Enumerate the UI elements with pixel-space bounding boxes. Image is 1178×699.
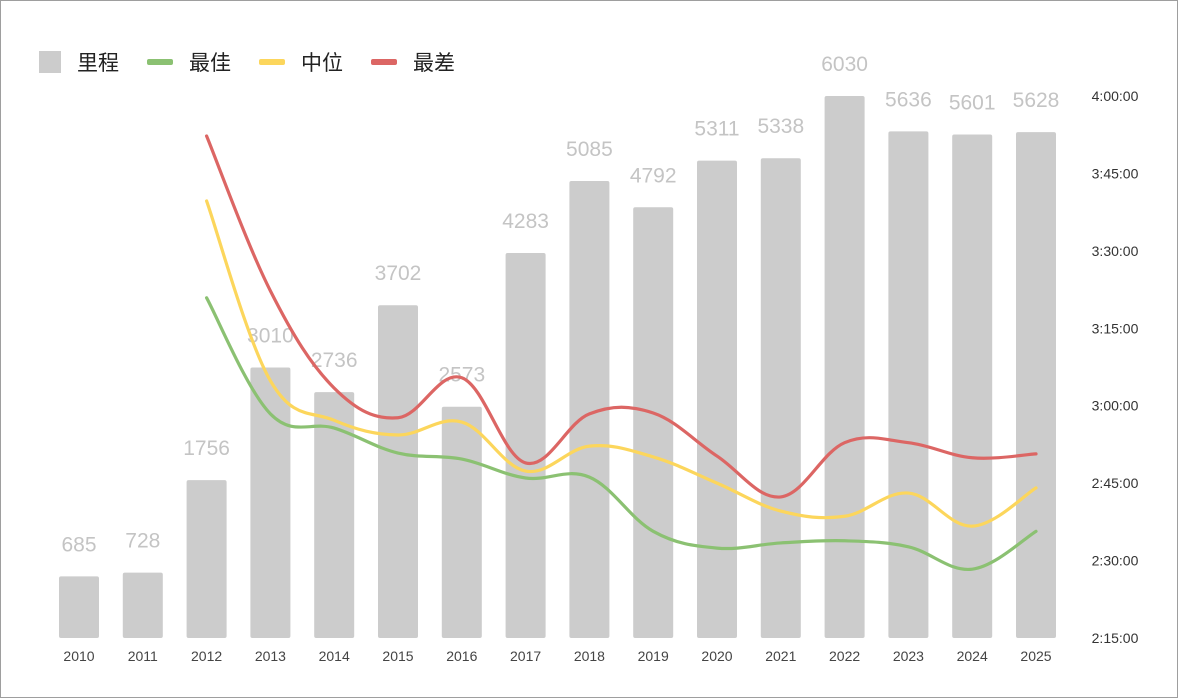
x-tick-label: 2013 (255, 648, 286, 664)
line-series-最差 (205, 134, 1038, 499)
x-tick-label: 2025 (1020, 648, 1051, 664)
bar (250, 367, 291, 638)
legend: 里程 最佳 中位 最差 (39, 47, 483, 77)
x-tick-label: 2015 (382, 648, 413, 664)
bar-data-label: 4792 (630, 164, 677, 187)
bar-data-label: 4283 (502, 210, 549, 233)
right-axis-tick-label: 2:15:00 (1092, 630, 1139, 646)
right-axis-tick-label: 3:15:00 (1092, 320, 1139, 336)
bar (122, 572, 163, 638)
line-series-最佳 (205, 296, 1038, 571)
bar (378, 305, 418, 638)
legend-swatch-best (147, 59, 173, 65)
x-tick-label: 2018 (574, 648, 605, 664)
x-tick-label: 2024 (957, 648, 988, 664)
legend-swatch-worst (371, 59, 397, 65)
bar-data-label: 6030 (821, 53, 868, 76)
right-axis-tick-label: 2:30:00 (1092, 553, 1139, 569)
right-axis-tick-label: 2:45:00 (1092, 475, 1139, 491)
bar-data-label: 5338 (757, 115, 804, 138)
bar-data-label: 5601 (949, 92, 996, 115)
bar-data-label: 3010 (247, 324, 294, 347)
x-tick-label: 2016 (446, 648, 477, 664)
bar (697, 160, 737, 639)
bar (1016, 132, 1056, 638)
x-tick-label: 2017 (510, 648, 541, 664)
bar (59, 576, 99, 638)
right-axis-tick-label: 4:00:00 (1092, 88, 1139, 104)
legend-item-median[interactable]: 中位 (259, 47, 343, 77)
x-tick-label: 2014 (319, 648, 350, 664)
legend-label: 最差 (413, 52, 455, 75)
x-tick-label: 2011 (128, 648, 158, 664)
x-tick-label: 2012 (191, 648, 222, 664)
bar (888, 131, 929, 639)
bar (505, 253, 546, 638)
bar-data-label: 2736 (311, 349, 358, 372)
bar (824, 96, 865, 638)
bar (633, 207, 674, 638)
line-series-中位 (205, 199, 1038, 528)
x-tick-label: 2021 (765, 648, 796, 664)
legend-item-best[interactable]: 最佳 (147, 47, 231, 77)
legend-swatch-mileage (39, 51, 61, 73)
bar-data-label: 3702 (375, 262, 422, 285)
legend-item-worst[interactable]: 最差 (371, 47, 455, 77)
bar (314, 392, 355, 638)
bar-data-label: 2573 (438, 364, 485, 387)
bar (760, 158, 801, 639)
x-tick-label: 2019 (638, 648, 669, 664)
x-tick-label: 2022 (829, 648, 860, 664)
legend-label: 最佳 (189, 52, 231, 75)
legend-label: 中位 (301, 52, 343, 75)
legend-label: 里程 (77, 52, 119, 75)
bar-data-label: 1756 (183, 437, 230, 460)
bar-data-label: 5085 (566, 138, 613, 161)
bar-data-label: 728 (125, 530, 160, 553)
legend-swatch-median (259, 59, 285, 65)
x-tick-label: 2023 (893, 648, 924, 664)
right-axis-tick-label: 3:00:00 (1092, 398, 1139, 414)
bar-data-label: 5636 (885, 88, 932, 111)
bar-data-label: 5628 (1013, 89, 1060, 112)
bar-data-label: 5311 (694, 118, 739, 141)
bar (952, 134, 993, 639)
legend-item-mileage[interactable]: 里程 (39, 47, 119, 77)
x-tick-label: 2010 (63, 648, 94, 664)
right-axis-tick-label: 3:30:00 (1092, 243, 1139, 259)
bar (186, 480, 227, 638)
bar (569, 180, 610, 638)
bar (441, 406, 482, 638)
x-tick-label: 2020 (701, 648, 732, 664)
right-axis-tick-label: 3:45:00 (1092, 165, 1139, 181)
bar-data-label: 685 (61, 533, 96, 556)
